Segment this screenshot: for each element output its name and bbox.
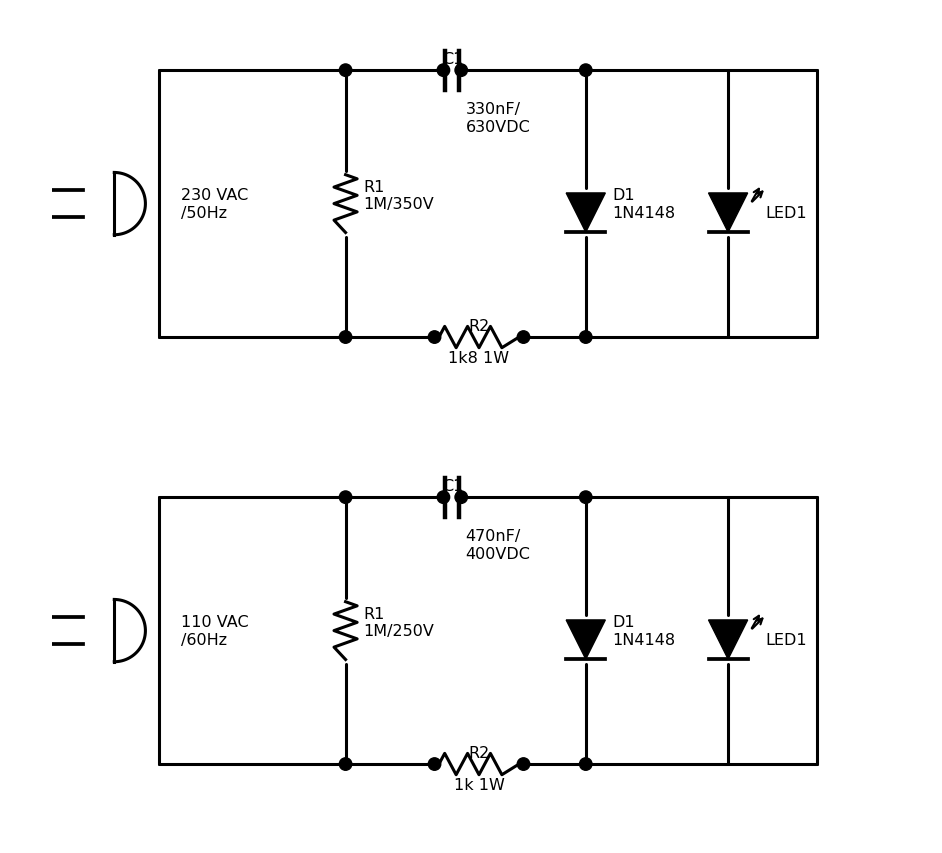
Circle shape xyxy=(339,491,351,504)
Circle shape xyxy=(437,491,449,504)
Circle shape xyxy=(579,65,592,78)
Polygon shape xyxy=(708,620,748,659)
Circle shape xyxy=(579,491,592,504)
Circle shape xyxy=(455,491,467,504)
Circle shape xyxy=(517,758,529,770)
Text: 1k8 1W: 1k8 1W xyxy=(448,351,510,366)
Text: C1: C1 xyxy=(442,52,463,67)
Circle shape xyxy=(429,758,441,770)
Circle shape xyxy=(579,332,592,344)
Circle shape xyxy=(455,65,467,78)
Text: R2: R2 xyxy=(468,318,490,334)
Polygon shape xyxy=(708,194,748,233)
Text: R1
1M/350V: R1 1M/350V xyxy=(364,179,434,212)
Circle shape xyxy=(429,332,441,344)
Text: D1
1N4148: D1 1N4148 xyxy=(612,189,675,221)
Circle shape xyxy=(517,332,529,344)
Text: C1: C1 xyxy=(442,479,463,493)
Text: 1k 1W: 1k 1W xyxy=(453,777,505,792)
Text: LED1: LED1 xyxy=(766,206,807,221)
Text: D1
1N4148: D1 1N4148 xyxy=(612,615,675,647)
Circle shape xyxy=(579,758,592,770)
Circle shape xyxy=(339,332,351,344)
Text: LED1: LED1 xyxy=(766,632,807,647)
Text: 330nF/
630VDC: 330nF/ 630VDC xyxy=(465,102,530,135)
Text: 470nF/
400VDC: 470nF/ 400VDC xyxy=(465,529,530,561)
Circle shape xyxy=(437,65,449,78)
Polygon shape xyxy=(566,620,606,659)
Text: 230 VAC
/50Hz: 230 VAC /50Hz xyxy=(181,189,249,221)
Circle shape xyxy=(339,758,351,770)
Text: 110 VAC
/60Hz: 110 VAC /60Hz xyxy=(181,615,249,647)
Polygon shape xyxy=(566,194,606,233)
Text: R2: R2 xyxy=(468,745,490,760)
Text: R1
1M/250V: R1 1M/250V xyxy=(364,606,434,638)
Circle shape xyxy=(339,65,351,78)
